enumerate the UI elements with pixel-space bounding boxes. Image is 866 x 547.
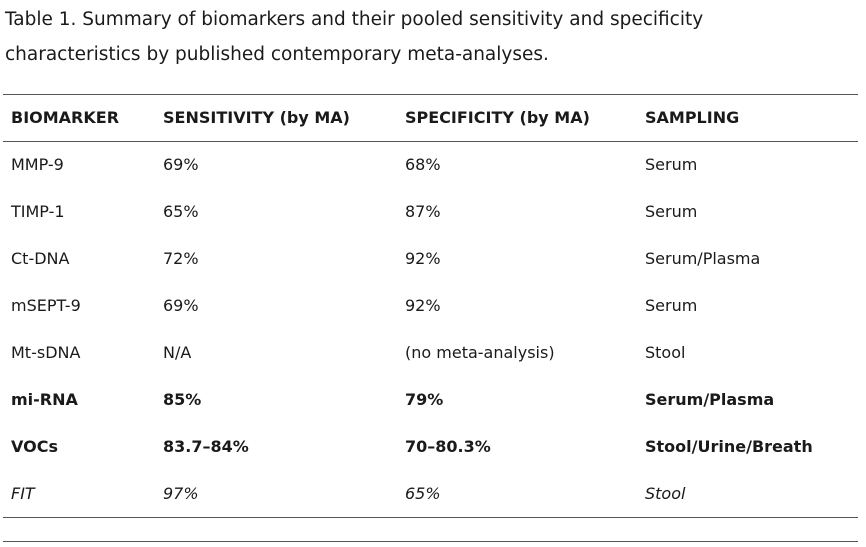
caption-line-1: Table 1. Summary of biomarkers and their… bbox=[5, 9, 704, 30]
header-biomarker: BIOMARKER bbox=[11, 108, 120, 127]
table-row: Ct-DNA 72% 92% Serum/Plasma bbox=[3, 236, 858, 283]
cell-biomarker: MMP-9 bbox=[11, 155, 64, 174]
cell-sampling: Stool bbox=[645, 343, 686, 362]
header-sensitivity: SENSITIVITY (by MA) bbox=[163, 108, 350, 127]
table-row: VOCs 83.7–84% 70–80.3% Stool/Urine/Breat… bbox=[3, 424, 858, 471]
cell-biomarker: VOCs bbox=[11, 437, 58, 456]
cell-sensitivity: 97% bbox=[163, 484, 199, 503]
cell-sampling: Stool/Urine/Breath bbox=[645, 437, 813, 456]
table-row: Mt-sDNA N/A (no meta-analysis) Stool bbox=[3, 330, 858, 377]
cell-sampling: Serum/Plasma bbox=[645, 249, 761, 268]
cell-sampling: Stool bbox=[645, 484, 686, 503]
table-header-row: BIOMARKER SENSITIVITY (by MA) SPECIFICIT… bbox=[3, 95, 858, 142]
cell-specificity: 79% bbox=[405, 390, 444, 409]
top-rule bbox=[3, 94, 858, 95]
table-row: mSEPT-9 69% 92% Serum bbox=[3, 283, 858, 330]
header-rule bbox=[3, 141, 858, 142]
cell-sensitivity: 72% bbox=[163, 249, 199, 268]
cell-sampling: Serum bbox=[645, 155, 698, 174]
cell-biomarker: FIT bbox=[11, 484, 35, 503]
bottom-rule bbox=[3, 517, 858, 518]
cell-sensitivity: N/A bbox=[163, 343, 192, 362]
footer-rule bbox=[3, 541, 858, 542]
cell-specificity: 70–80.3% bbox=[405, 437, 491, 456]
cell-sensitivity: 65% bbox=[163, 202, 199, 221]
cell-sensitivity: 83.7–84% bbox=[163, 437, 249, 456]
cell-biomarker: mi-RNA bbox=[11, 390, 78, 409]
table-caption: Table 1. Summary of biomarkers and their… bbox=[5, 2, 845, 72]
cell-specificity: 68% bbox=[405, 155, 441, 174]
cell-specificity: 65% bbox=[405, 484, 441, 503]
cell-sensitivity: 85% bbox=[163, 390, 202, 409]
cell-sampling: Serum/Plasma bbox=[645, 390, 775, 409]
cell-sampling: Serum bbox=[645, 202, 698, 221]
cell-biomarker: mSEPT-9 bbox=[11, 296, 81, 315]
cell-specificity: 87% bbox=[405, 202, 441, 221]
cell-specificity: 92% bbox=[405, 296, 441, 315]
header-sampling: SAMPLING bbox=[645, 108, 740, 127]
cell-biomarker: TIMP-1 bbox=[11, 202, 65, 221]
table-row: FIT 97% 65% Stool bbox=[3, 471, 858, 518]
cell-biomarker: Mt-sDNA bbox=[11, 343, 81, 362]
table-row: MMP-9 69% 68% Serum bbox=[3, 142, 858, 189]
table-row: mi-RNA 85% 79% Serum/Plasma bbox=[3, 377, 858, 424]
header-specificity: SPECIFICITY (by MA) bbox=[405, 108, 590, 127]
caption-line-2: characteristics by published contemporar… bbox=[5, 44, 549, 65]
table-row: TIMP-1 65% 87% Serum bbox=[3, 189, 858, 236]
cell-sensitivity: 69% bbox=[163, 296, 199, 315]
cell-biomarker: Ct-DNA bbox=[11, 249, 70, 268]
biomarker-table: BIOMARKER SENSITIVITY (by MA) SPECIFICIT… bbox=[3, 95, 858, 518]
cell-sampling: Serum bbox=[645, 296, 698, 315]
cell-sensitivity: 69% bbox=[163, 155, 199, 174]
cell-specificity: 92% bbox=[405, 249, 441, 268]
cell-specificity: (no meta-analysis) bbox=[405, 343, 555, 362]
